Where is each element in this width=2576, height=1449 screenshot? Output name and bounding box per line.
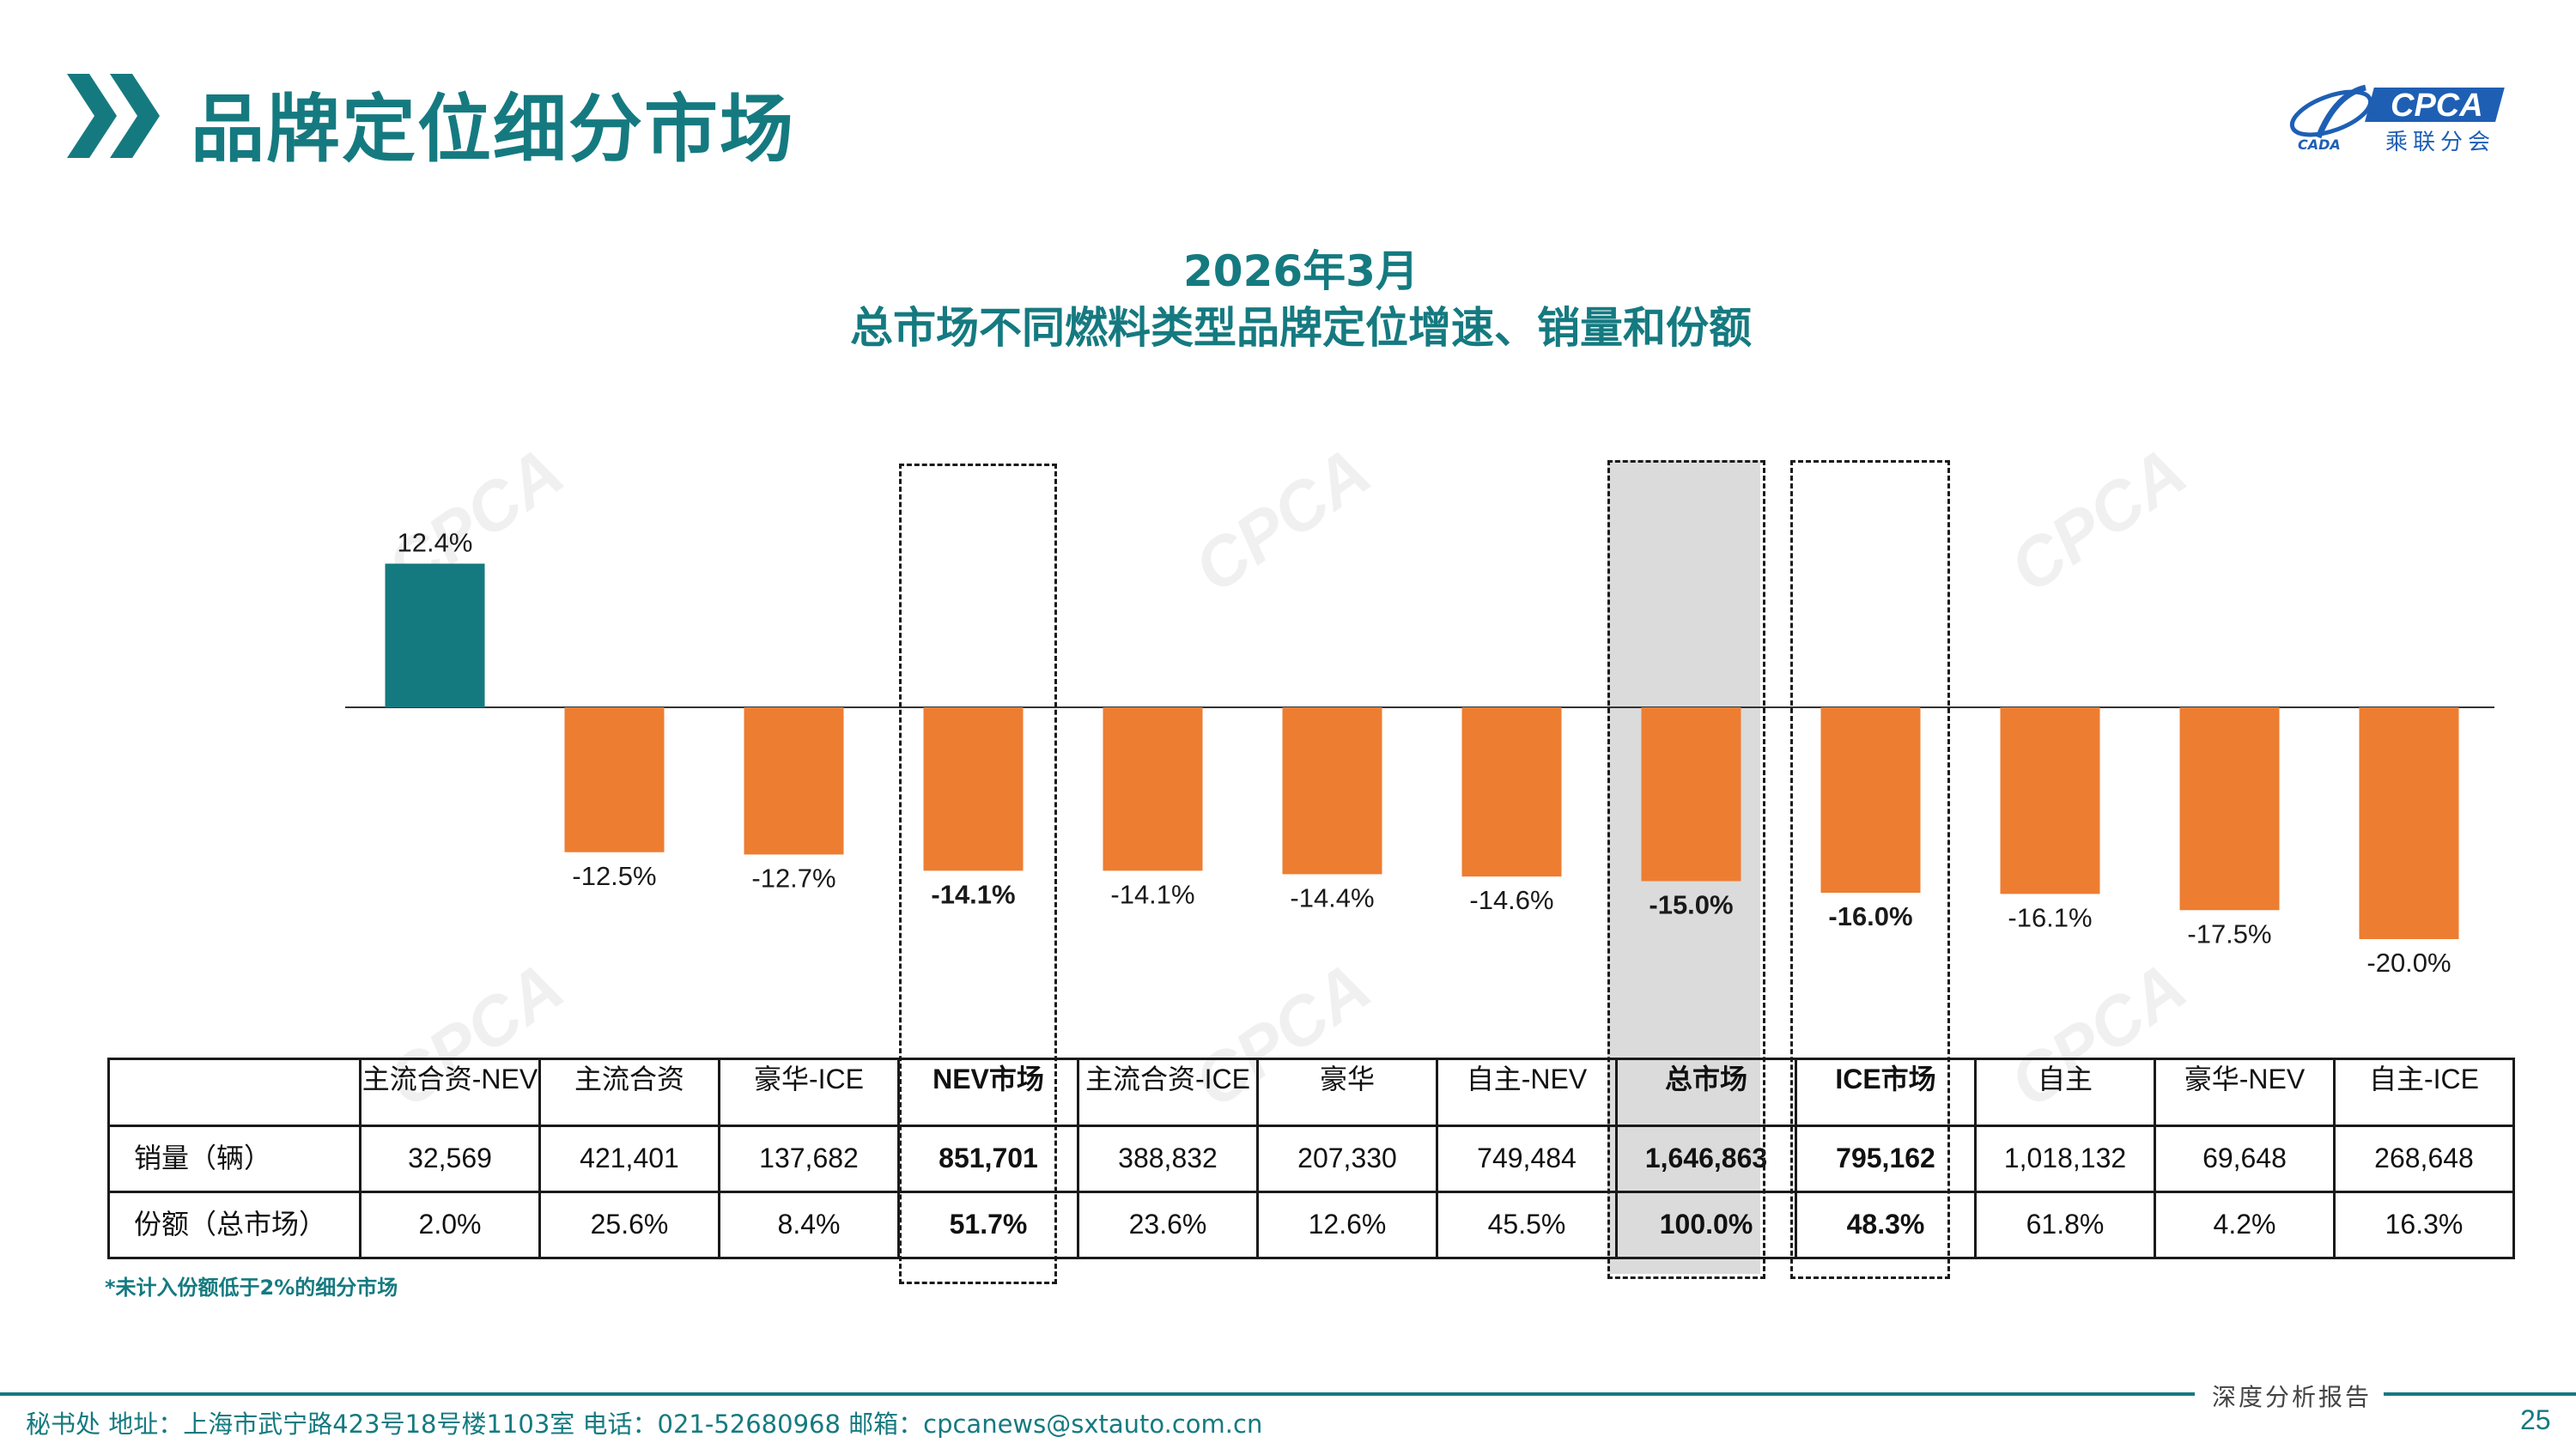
bar-value-label: -16.1% bbox=[2008, 902, 2092, 932]
table-cell: 23.6% bbox=[1077, 1191, 1259, 1259]
bar-主流合资-NEV bbox=[385, 563, 485, 707]
table-row: 销量（辆） 32,569 421,401 137,682 851,701 388,832 2… bbox=[107, 1125, 2515, 1193]
column-header: 自主-ICE bbox=[2333, 1058, 2515, 1127]
page-title: 品牌定位细分市场 bbox=[191, 87, 795, 173]
table-cell: 100.0% bbox=[1615, 1191, 1797, 1259]
table-cell: 4.2% bbox=[2154, 1191, 2336, 1259]
growth-bar-chart: 12.4% -12.5% -12.7% -14.1% -14.1% -14.4% -14.6… bbox=[345, 528, 2494, 978]
page-number: 25 bbox=[2520, 1404, 2551, 1435]
table-cell: 51.7% bbox=[897, 1191, 1079, 1259]
column-header: 主流合资 bbox=[538, 1058, 720, 1127]
table-corner-cell bbox=[107, 1058, 361, 1127]
bar-主流合资-ICE bbox=[1103, 707, 1203, 871]
bar-group: 12.4% -12.5% -12.7% -14.1% -14.1% -14.4% -14.6… bbox=[385, 528, 2459, 978]
total-market-emphasis-box bbox=[1607, 460, 1765, 1279]
logo-text: CPCA bbox=[2391, 88, 2483, 124]
bar-自主 bbox=[2000, 707, 2100, 894]
table-cell: 388,832 bbox=[1077, 1125, 1259, 1193]
column-header: 豪华-ICE bbox=[718, 1058, 900, 1127]
column-header: 自主-NEV bbox=[1436, 1058, 1618, 1127]
bar-ICE市场 bbox=[1820, 707, 1921, 893]
table-cell: 1,018,132 bbox=[1974, 1125, 2156, 1193]
bar-主流合资 bbox=[564, 707, 665, 852]
bar-value-label: -20.0% bbox=[2366, 948, 2451, 978]
bar-value-label: -16.0% bbox=[1828, 901, 1912, 931]
bar-总市场 bbox=[1641, 707, 1741, 882]
table-cell: 61.8% bbox=[1974, 1191, 2156, 1259]
bar-value-label: -12.7% bbox=[751, 863, 835, 893]
bar-自主-NEV bbox=[1461, 707, 1562, 877]
bar-value-label: -14.1% bbox=[1110, 879, 1194, 909]
bar-value-label: -17.5% bbox=[2187, 919, 2271, 949]
column-header: 豪华-NEV bbox=[2154, 1058, 2336, 1127]
column-header: 豪华 bbox=[1256, 1058, 1438, 1127]
bar-value-label: -14.4% bbox=[1290, 882, 1374, 912]
table-cell: 749,484 bbox=[1436, 1125, 1618, 1193]
row-label: 份额（总市场） bbox=[107, 1191, 361, 1259]
table-cell: 268,648 bbox=[2333, 1125, 2515, 1193]
footer-divider bbox=[0, 1392, 2576, 1396]
chart-subtitle: 总市场不同燃料类型品牌定位增速、销量和份额 bbox=[850, 303, 1752, 353]
table-cell: 25.6% bbox=[538, 1191, 720, 1259]
column-header: 自主 bbox=[1974, 1058, 2156, 1127]
bar-豪华 bbox=[1282, 707, 1382, 875]
column-header: 总市场 bbox=[1615, 1058, 1797, 1127]
nev-market-emphasis-box bbox=[899, 464, 1057, 1284]
table-cell: 137,682 bbox=[718, 1125, 900, 1193]
bar-NEV市场 bbox=[923, 707, 1024, 871]
table-cell: 421,401 bbox=[538, 1125, 720, 1193]
column-header: 主流合资-ICE bbox=[1077, 1058, 1259, 1127]
cpca-logo: CADA CPCA 乘联分会 bbox=[2289, 84, 2505, 155]
footnote: *未计入份额低于2%的细分市场 bbox=[105, 1276, 398, 1300]
logo-mark-text: CADA bbox=[2298, 136, 2341, 153]
chart-title: 2026年3月 bbox=[1183, 246, 1419, 296]
bar-value-label: -15.0% bbox=[1649, 890, 1733, 920]
table-cell: 12.6% bbox=[1256, 1191, 1438, 1259]
table-row: 份额（总市场） 2.0% 25.6% 8.4% 51.7% 23.6% 12.6% 45.5%… bbox=[107, 1191, 2515, 1259]
table-cell: 851,701 bbox=[897, 1125, 1079, 1193]
column-header: 主流合资-NEV bbox=[359, 1058, 541, 1127]
column-header: ICE市场 bbox=[1795, 1058, 1977, 1127]
table-cell: 795,162 bbox=[1795, 1125, 1977, 1193]
double-chevron-icon bbox=[67, 74, 160, 158]
row-label: 销量（辆） bbox=[107, 1125, 361, 1193]
table-cell: 32,569 bbox=[359, 1125, 541, 1193]
bar-豪华-ICE bbox=[744, 707, 844, 855]
bar-自主-ICE bbox=[2359, 707, 2459, 939]
bar-value-label: -14.6% bbox=[1469, 885, 1553, 915]
table-cell: 48.3% bbox=[1795, 1191, 1977, 1259]
footer-address: 秘书处 地址：上海市武宁路423号18号楼1103室 电话：021-526809… bbox=[26, 1410, 1263, 1439]
bar-豪华-NEV bbox=[2179, 707, 2280, 911]
bar-value-label: -12.5% bbox=[572, 861, 656, 891]
table-cell: 69,648 bbox=[2154, 1125, 2336, 1193]
column-header: NEV市场 bbox=[897, 1058, 1079, 1127]
table-cell: 45.5% bbox=[1436, 1191, 1618, 1259]
ice-market-emphasis-box bbox=[1790, 460, 1950, 1279]
logo-subtext: 乘联分会 bbox=[2385, 130, 2495, 155]
table-cell: 16.3% bbox=[2333, 1191, 2515, 1259]
table-cell: 1,646,863 bbox=[1615, 1125, 1797, 1193]
table-cell: 8.4% bbox=[718, 1191, 900, 1259]
bar-value-label: -14.1% bbox=[931, 879, 1015, 909]
table-header-row: 主流合资-NEV 主流合资 豪华-ICE NEV市场 主流合资-ICE 豪华 自主-NEV 总… bbox=[107, 1058, 2515, 1127]
bar-value-label: 12.4% bbox=[398, 528, 473, 558]
data-table: 主流合资-NEV 主流合资 豪华-ICE NEV市场 主流合资-ICE 豪华 自主-NEV 总… bbox=[107, 1058, 2515, 1259]
table-cell: 207,330 bbox=[1256, 1125, 1438, 1193]
report-label: 深度分析报告 bbox=[2212, 1383, 2372, 1411]
table-cell: 2.0% bbox=[359, 1191, 541, 1259]
